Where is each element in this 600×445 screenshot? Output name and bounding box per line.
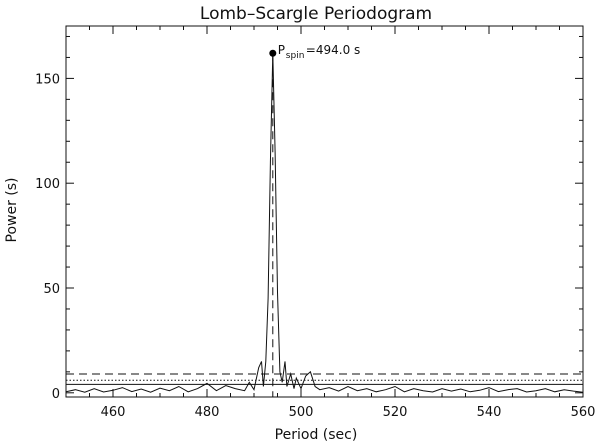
y-tick-label: 100 xyxy=(35,177,60,192)
plot-area: 460 480 500 520 540 560 0 50 100 150 P spin =494.0 s xyxy=(35,25,596,420)
y-axis-label: Power (s) xyxy=(4,178,20,243)
x-tick-label: 500 xyxy=(289,405,314,420)
y-tick-label: 0 xyxy=(52,387,60,402)
peak-marker xyxy=(269,49,277,57)
x-tick-label: 480 xyxy=(195,405,220,420)
x-tick-label: 520 xyxy=(383,405,408,420)
peak-label-subscript: spin xyxy=(286,51,305,61)
peak-label-symbol: P xyxy=(278,43,285,57)
x-tick-label: 460 xyxy=(101,405,126,420)
x-tick-label: 540 xyxy=(477,405,502,420)
chart-title: Lomb–Scargle Periodogram xyxy=(200,4,432,24)
series-line-0 xyxy=(65,53,584,393)
plot-frame xyxy=(65,25,584,398)
x-tick-label: 560 xyxy=(571,405,596,420)
x-axis-label: Period (sec) xyxy=(275,427,358,443)
peak-label-value: =494.0 s xyxy=(306,43,360,57)
y-tick-label: 150 xyxy=(35,72,60,87)
y-tick-label: 50 xyxy=(43,282,60,297)
